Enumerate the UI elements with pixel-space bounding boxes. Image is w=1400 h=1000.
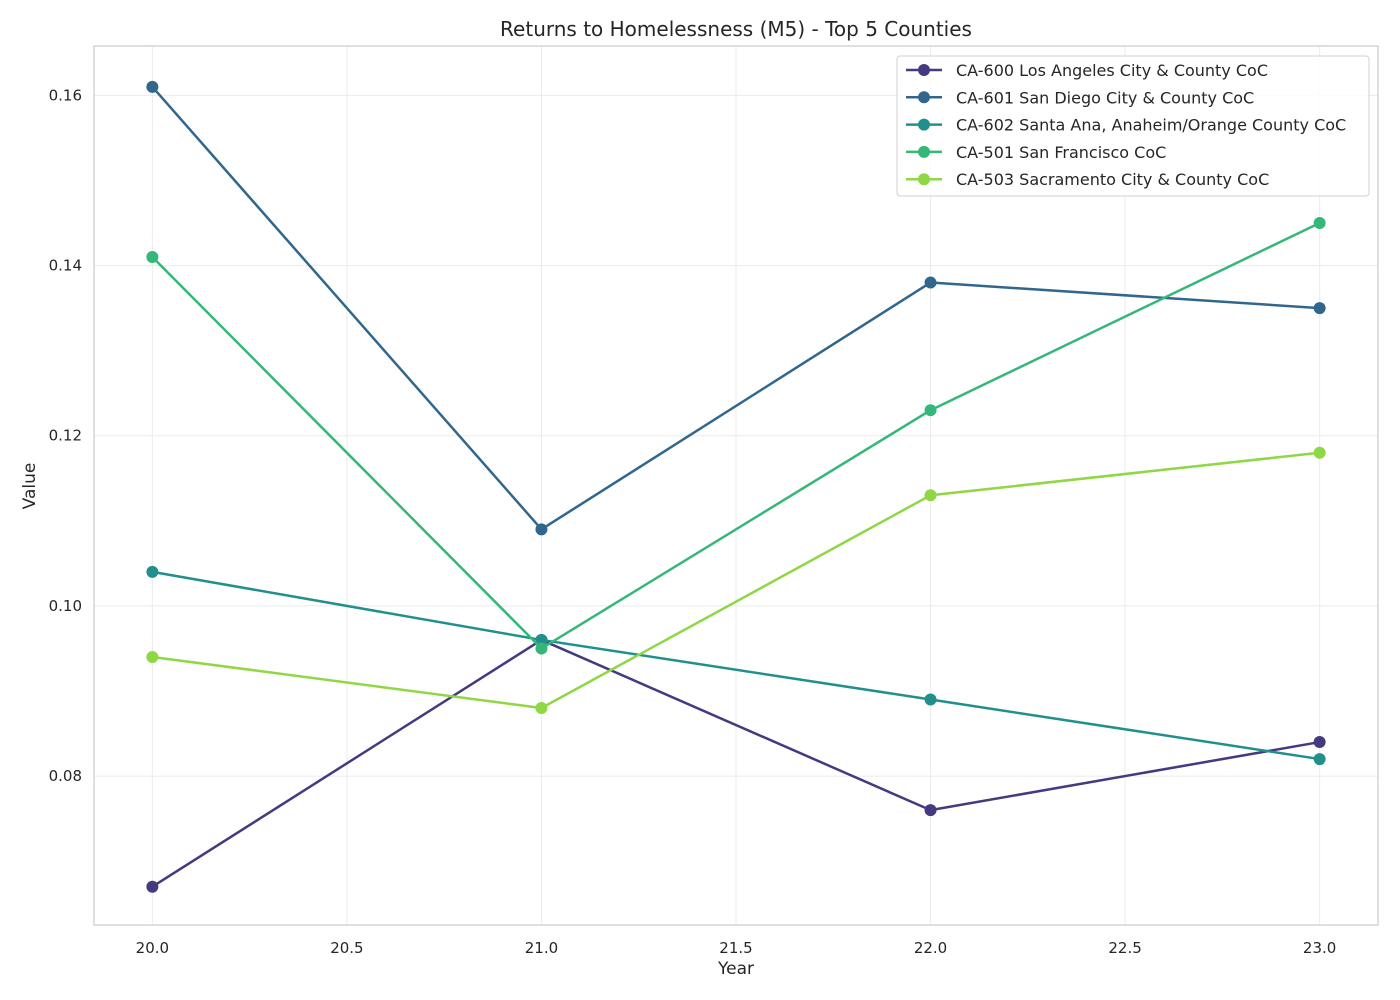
legend-marker bbox=[918, 173, 930, 186]
data-point bbox=[1313, 446, 1326, 459]
legend-marker bbox=[918, 64, 930, 76]
data-point bbox=[535, 633, 548, 646]
data-point bbox=[146, 251, 159, 264]
legend-label: CA-600 Los Angeles City & County CoC bbox=[956, 61, 1268, 80]
x-tick-label: 23.0 bbox=[1303, 939, 1336, 957]
x-axis-ticks: 20.0 20.5 21.0 21.5 22.0 22.5 23.0 bbox=[136, 939, 1337, 957]
series-4 bbox=[146, 216, 1326, 655]
data-point bbox=[924, 489, 937, 502]
data-point bbox=[1313, 753, 1326, 766]
legend-marker bbox=[918, 91, 930, 104]
legend-item: CA-602 Santa Ana, Anaheim/Orange County … bbox=[906, 116, 1346, 135]
x-tick-label: 20.5 bbox=[330, 939, 363, 957]
y-tick-label: 0.16 bbox=[49, 86, 82, 104]
legend-box bbox=[896, 55, 1370, 197]
series-3 bbox=[146, 565, 1326, 766]
series-line bbox=[151, 638, 1320, 888]
legend-marker bbox=[918, 118, 930, 131]
series-line bbox=[152, 451, 1320, 710]
data-point bbox=[146, 80, 159, 93]
data-point bbox=[146, 565, 159, 578]
data-point bbox=[924, 804, 937, 817]
x-tick-label: 21.5 bbox=[719, 939, 752, 957]
legend-label: CA-602 Santa Ana, Anaheim/Orange County … bbox=[956, 116, 1346, 135]
y-axis-label: Value bbox=[20, 463, 40, 510]
series-2 bbox=[146, 80, 1326, 536]
series-5 bbox=[146, 446, 1326, 715]
x-axis-label: Year bbox=[717, 959, 754, 979]
plot-frame bbox=[93, 45, 1379, 926]
legend-item: CA-501 San Francisco CoC bbox=[906, 143, 1166, 162]
data-point bbox=[535, 523, 548, 536]
data-point bbox=[1313, 736, 1326, 749]
legend-label: CA-501 San Francisco CoC bbox=[956, 143, 1166, 162]
legend-item: CA-600 Los Angeles City & County CoC bbox=[906, 61, 1268, 80]
legend-label: CA-601 San Diego City & County CoC bbox=[956, 88, 1254, 107]
y-tick-label: 0.08 bbox=[49, 767, 82, 785]
x-tick-label: 20.0 bbox=[136, 939, 169, 957]
data-point bbox=[924, 404, 937, 417]
y-tick-label: 0.12 bbox=[49, 427, 82, 445]
series-line bbox=[152, 570, 1320, 761]
series-1 bbox=[146, 633, 1326, 893]
series-layer bbox=[146, 80, 1326, 893]
series-line bbox=[151, 221, 1321, 650]
y-tick-label: 0.10 bbox=[49, 597, 82, 615]
data-point bbox=[924, 276, 937, 289]
y-tick-label: 0.14 bbox=[49, 257, 82, 275]
legend-item: CA-503 Sacramento City & County CoC bbox=[906, 170, 1269, 189]
y-axis-ticks: 0.08 0.10 0.12 0.14 0.16 bbox=[49, 86, 82, 785]
data-point bbox=[146, 880, 159, 893]
chart-title: Returns to Homelessness (M5) - Top 5 Cou… bbox=[500, 17, 972, 41]
data-point bbox=[535, 642, 548, 655]
data-point bbox=[1313, 216, 1326, 229]
data-point bbox=[146, 650, 159, 663]
legend-item: CA-601 San Diego City & County CoC bbox=[906, 88, 1254, 107]
data-point bbox=[924, 693, 937, 706]
x-tick-label: 22.0 bbox=[914, 939, 947, 957]
x-tick-label: 21.0 bbox=[525, 939, 558, 957]
x-tick-label: 22.5 bbox=[1108, 939, 1141, 957]
series-line bbox=[151, 86, 1320, 531]
data-point bbox=[535, 702, 548, 715]
legend: CA-600 Los Angeles City & County CoC CA-6… bbox=[896, 55, 1370, 197]
legend-marker bbox=[918, 145, 930, 158]
legend-label: CA-503 Sacramento City & County CoC bbox=[956, 170, 1269, 189]
data-point bbox=[1313, 302, 1326, 315]
